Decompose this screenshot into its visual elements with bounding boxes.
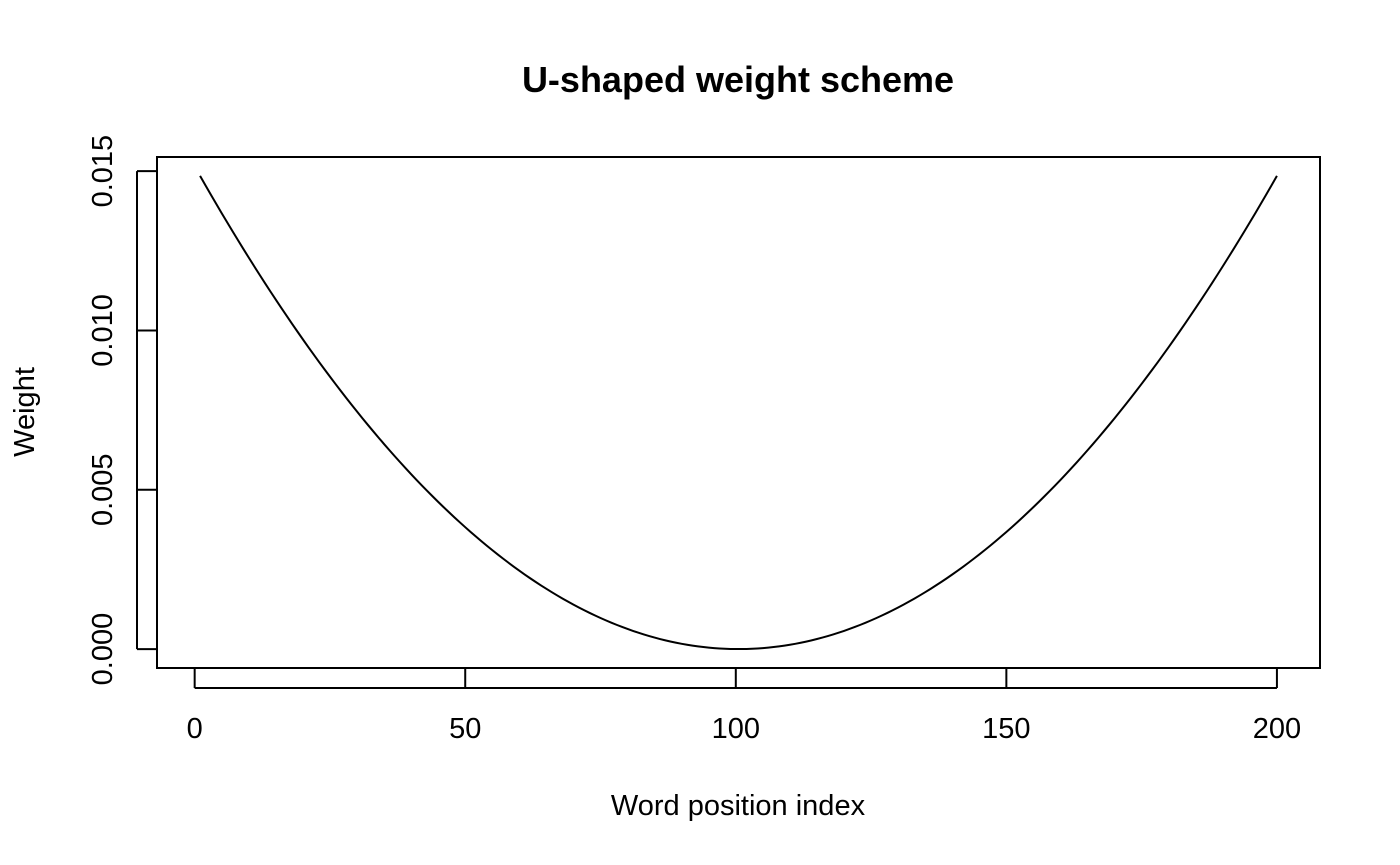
x-axis-label: Word position index	[611, 790, 866, 822]
y-axis-label: Weight	[9, 367, 41, 457]
x-tick-label: 200	[1253, 713, 1301, 745]
x-tick-label: 150	[982, 713, 1030, 745]
x-tick-label: 50	[449, 713, 481, 745]
x-axis: 0 50 100 150 200	[187, 668, 1302, 745]
x-tick-label: 100	[712, 713, 760, 745]
y-tick-label: 0.015	[87, 135, 119, 208]
y-tick-label: 0.000	[87, 613, 119, 686]
y-tick-label: 0.010	[87, 294, 119, 367]
y-axis: 0.000 0.005 0.010 0.015	[87, 135, 157, 686]
plot-frame	[157, 157, 1320, 668]
x-tick-label: 0	[187, 713, 203, 745]
y-tick-label: 0.005	[87, 453, 119, 526]
chart-title: U-shaped weight scheme	[522, 59, 954, 100]
series-line-weight	[200, 176, 1277, 649]
